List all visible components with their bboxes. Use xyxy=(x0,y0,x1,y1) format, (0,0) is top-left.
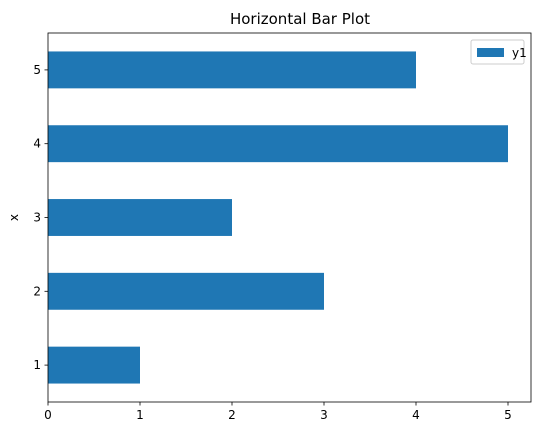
legend-swatch xyxy=(477,48,504,57)
axes-frame xyxy=(47,32,532,403)
bar-4 xyxy=(48,125,508,163)
bar-2 xyxy=(48,272,324,310)
legend-label: y1 xyxy=(512,46,527,60)
x-tick-label: 3 xyxy=(320,408,328,422)
x-tick-label: 4 xyxy=(412,408,420,422)
legend: y1 xyxy=(470,39,527,65)
bar-5 xyxy=(48,51,416,89)
x-tick-label: 5 xyxy=(504,408,512,422)
chart-title: Horizontal Bar Plot xyxy=(230,10,370,28)
y-axis-label: x xyxy=(7,214,21,221)
bar-3 xyxy=(48,199,232,236)
y-tick-label: 4 xyxy=(33,137,41,151)
y-tick-label: 1 xyxy=(33,358,41,372)
bar-1 xyxy=(48,346,140,384)
y-ticks-group: 1 2 3 4 5 xyxy=(33,63,48,372)
y-tick-label: 3 xyxy=(33,211,41,225)
y-tick-label: 2 xyxy=(33,284,41,298)
bars-group xyxy=(48,51,508,384)
y-tick-label: 5 xyxy=(33,63,41,77)
x-ticks-group: 0 1 2 3 4 5 xyxy=(44,402,512,422)
x-tick-label: 1 xyxy=(136,408,144,422)
x-tick-label: 0 xyxy=(44,408,52,422)
x-tick-label: 2 xyxy=(228,408,236,422)
